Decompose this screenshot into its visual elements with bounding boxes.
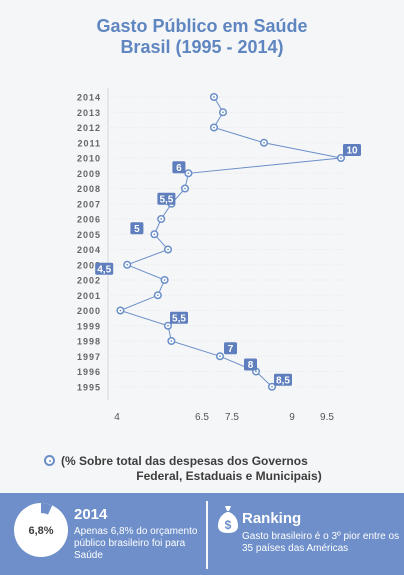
- data-point-center: [126, 263, 129, 266]
- data-point-center: [160, 218, 163, 220]
- data-point-center: [271, 385, 273, 388]
- y-tick-label: 2008: [77, 184, 101, 194]
- data-point-center: [187, 172, 190, 175]
- footer-divider: [206, 501, 208, 569]
- legend-marker-icon: [44, 455, 55, 466]
- x-tick-label: 9: [289, 412, 295, 423]
- data-point-center: [255, 370, 257, 373]
- annotation-label: 8: [248, 360, 254, 371]
- data-point-center: [156, 294, 159, 297]
- annotation-badge: [274, 373, 292, 386]
- line-chart: 1995 1996 1997 1998 1999 2000 2001 2002 2003 2004…: [77, 88, 361, 423]
- annotation-label: 7: [228, 344, 234, 355]
- annotation-label: 8,5: [276, 375, 290, 386]
- data-point-center: [167, 324, 169, 327]
- y-tick-label: 1996: [77, 367, 101, 377]
- data-point-center: [340, 157, 342, 159]
- ranking-title: Ranking: [242, 510, 302, 527]
- y-tick-label: 2009: [77, 169, 101, 179]
- x-tick-label: 7.5: [225, 412, 239, 423]
- y-tick-label: 2014: [77, 93, 101, 103]
- annotation-badge: [224, 342, 237, 355]
- annotation-badge: [130, 222, 144, 235]
- y-tick-label: 2010: [77, 154, 101, 164]
- data-point-center: [184, 187, 186, 190]
- y-tick-label: 2001: [77, 291, 101, 301]
- annotation-label: 6: [176, 163, 182, 174]
- annotation-badge: [244, 358, 257, 371]
- data-point-center: [213, 96, 215, 98]
- chart-title: Gasto Público em Saúde Brasil (1995 - 20…: [0, 16, 404, 58]
- data-point-center: [153, 233, 156, 236]
- title-line-2: Brasil (1995 - 2014): [120, 37, 284, 57]
- y-tick-label: 2013: [77, 108, 101, 118]
- annotation-label: 4,5: [97, 264, 111, 275]
- y-tick-label: 1997: [77, 352, 101, 362]
- data-point-center: [219, 355, 221, 358]
- data-point-center: [167, 248, 169, 251]
- annotation-badge: [343, 144, 361, 156]
- annotation-badge: [95, 262, 114, 275]
- annotation-label: 5,5: [172, 313, 186, 324]
- annotation-badge: [170, 311, 188, 324]
- x-tick-label: 4: [114, 412, 120, 423]
- data-point-center: [119, 309, 122, 312]
- annotation-badge: [172, 161, 186, 174]
- y-tick-label: 2000: [77, 306, 101, 316]
- x-tick-label: 9.5: [320, 412, 334, 423]
- annotation-label: 10: [346, 146, 358, 157]
- y-tick-label: 2011: [77, 138, 101, 148]
- pie-icon: 6,8%: [14, 503, 68, 557]
- y-tick-label: 2003: [77, 260, 101, 270]
- data-point-center: [163, 279, 166, 281]
- annotation-badge: [157, 192, 176, 205]
- data-point-center: [222, 111, 224, 114]
- money-bag-icon: $: [218, 506, 238, 533]
- footer-year-desc: Apenas 6,8% do orçamento público brasile…: [74, 526, 198, 561]
- pie-value: 6,8%: [28, 525, 53, 537]
- bag-symbol: $: [225, 518, 232, 532]
- ranking-desc: Gasto brasileiro é o 3º pior entre os 35…: [242, 531, 400, 554]
- data-point-center: [213, 126, 215, 129]
- y-tick-label: 2006: [77, 215, 101, 225]
- y-tick-label: 1999: [77, 321, 101, 331]
- legend-line-2: Federal, Estaduais e Municipais): [136, 469, 322, 483]
- footer-banner: 6,8% 2014 Apenas 6,8% do orçamento públi…: [0, 493, 404, 575]
- y-tick-label: 2004: [77, 245, 101, 255]
- y-tick-label: 2012: [77, 123, 101, 133]
- y-tick-label: 1995: [77, 382, 101, 392]
- y-tick-label: 1998: [77, 337, 101, 347]
- legend: (% Sobre total das despesas dos Governos…: [44, 454, 384, 484]
- data-point-center: [170, 340, 173, 342]
- y-tick-label: 2005: [77, 230, 101, 240]
- x-tick-label: 6.5: [195, 412, 209, 423]
- footer-year: 2014: [74, 506, 108, 523]
- y-tick-label: 2007: [77, 199, 101, 209]
- annotation-label: 5: [134, 224, 140, 235]
- title-line-1: Gasto Público em Saúde: [96, 16, 308, 36]
- y-tick-label: 2002: [77, 276, 101, 286]
- legend-line-1: (% Sobre total das despesas dos Governos: [61, 454, 308, 468]
- data-point-center: [263, 141, 265, 144]
- annotation-label: 5,5: [159, 194, 173, 205]
